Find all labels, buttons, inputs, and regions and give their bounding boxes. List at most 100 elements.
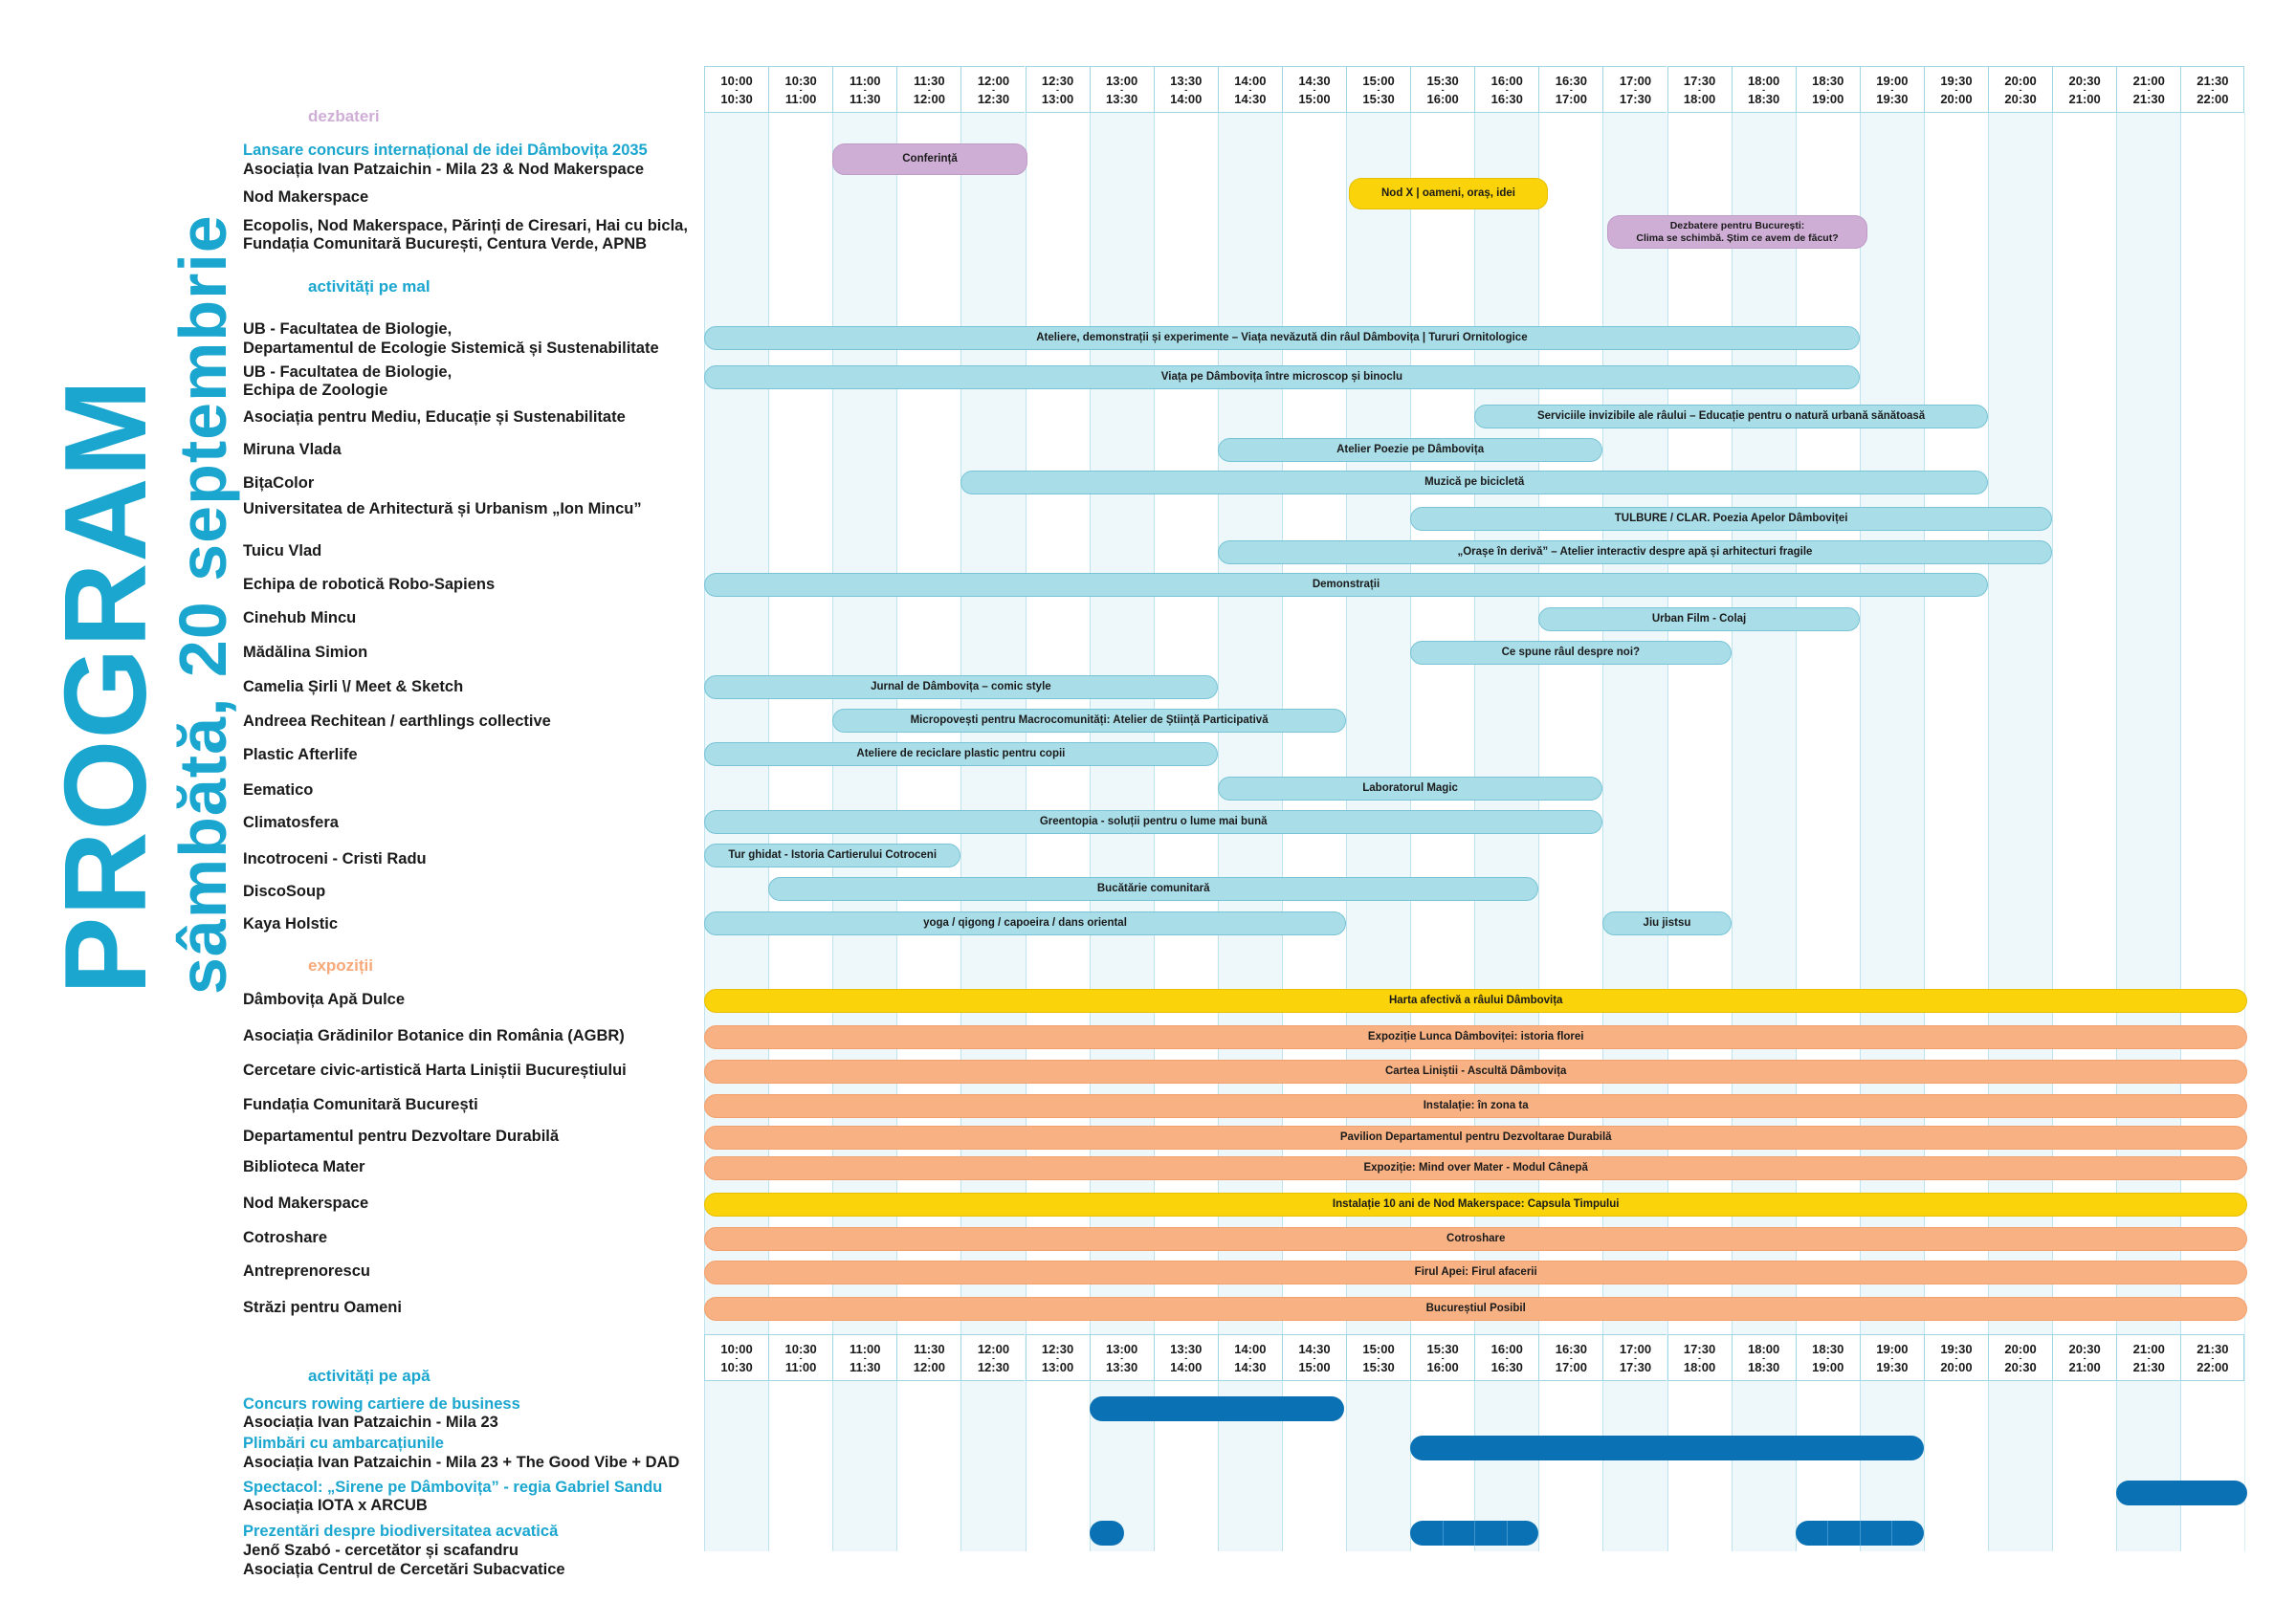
time-slot-header: 10:30-11:00 <box>768 66 833 113</box>
time-slot-dash: - <box>1890 1353 1894 1363</box>
mal-event-bar: Serviciile invizibile ale râului – Educa… <box>1474 405 1988 428</box>
time-slot-end: 20:30 <box>2004 1360 2037 1374</box>
mal-org-label: Camelia Șirli \/ Meet & Sketch <box>243 678 464 695</box>
time-slot-start: 13:00 <box>1106 74 1138 88</box>
time-slot-header: 11:00-11:30 <box>832 66 897 113</box>
time-slot-dash: - <box>927 1353 931 1363</box>
time-slot-end: 16:00 <box>1426 1360 1459 1374</box>
time-slot-end: 21:30 <box>2132 92 2165 106</box>
expozitie-event-bar: Bucureștiul Posibil <box>704 1297 2248 1321</box>
mal-event-bar-secondary: Jiu jistsu <box>1602 911 1732 935</box>
mal-org-label: Asociația pentru Mediu, Educație și Sust… <box>243 408 626 426</box>
time-slot-header: 18:00-18:30 <box>1731 1334 1796 1381</box>
time-slot-start: 20:30 <box>2068 74 2101 88</box>
expozitie-event-bar: Expoziție: Mind over Mater - Modul Cânep… <box>704 1156 2248 1180</box>
time-slot-start: 18:00 <box>1748 74 1780 88</box>
time-slot-header: 12:30-13:00 <box>1025 1334 1090 1381</box>
mal-org-label: Incotroceni - Cristi Radu <box>243 850 427 867</box>
time-slot-end: 18:30 <box>1748 1360 1780 1374</box>
expozitie-org-label: Biblioteca Mater <box>243 1158 365 1175</box>
time-slot-end: 18:00 <box>1683 92 1716 106</box>
program-date: sâmbătă, 20 septembrie <box>166 214 240 995</box>
mal-event-bar: Tur ghidat - Istoria Cartierului Cotroce… <box>704 844 961 867</box>
event-dezbatere-line2: Clima se schimbă. Știm ce avem de făcut? <box>1636 232 1839 244</box>
apa-org-1: Asociația Ivan Patzaichin - Mila 23 + Th… <box>243 1454 680 1471</box>
time-slot-dash: - <box>735 1353 739 1363</box>
time-slot-start: 13:30 <box>1170 74 1203 88</box>
time-slot-end: 18:30 <box>1748 92 1780 106</box>
apa-title-0: Concurs rowing cartiere de business <box>243 1395 520 1413</box>
time-slot-dash: - <box>1184 1353 1188 1363</box>
mal-event-bar: yoga / qigong / capoeira / dans oriental <box>704 911 1346 935</box>
apa-org-3a: Jenő Szabó - cercetător și scafandru <box>243 1542 519 1559</box>
time-slot-start: 21:30 <box>2197 74 2229 88</box>
time-slot-header: 12:00-12:30 <box>960 1334 1026 1381</box>
section-dezbateri: dezbateri <box>308 107 380 125</box>
mal-org-label: DiscoSoup <box>243 883 326 900</box>
time-slot-end: 13:00 <box>1041 92 1074 106</box>
time-slot-dash: - <box>927 85 931 95</box>
mal-org-label: Eematico <box>243 781 314 799</box>
time-slot-header: 10:00-10:30 <box>704 1334 769 1381</box>
expozitie-event-bar: Pavilion Departamentul pentru Dezvoltara… <box>704 1126 2248 1150</box>
water-bar-divider <box>1474 1521 1476 1546</box>
mal-org-label: Plastic Afterlife <box>243 746 358 763</box>
time-slot-end: 12:00 <box>913 1360 945 1374</box>
time-slot-start: 20:00 <box>2004 74 2037 88</box>
expozitie-org-label: Asociația Grădinilor Botanice din Români… <box>243 1027 625 1044</box>
time-slot-start: 17:30 <box>1683 1342 1716 1356</box>
mal-event-bar: Urban Film - Colaj <box>1538 607 1860 631</box>
water-activity-bar <box>1410 1436 1924 1460</box>
dezbateri-title-0: Lansare concurs internațional de idei Dâ… <box>243 142 648 159</box>
program-heading: PROGRAM <box>40 378 170 995</box>
time-slot-dash: - <box>1762 1353 1766 1363</box>
time-slot-start: 20:00 <box>2004 1342 2037 1356</box>
dezbateri-org-2a: Ecopolis, Nod Makerspace, Părinți de Cir… <box>243 217 688 234</box>
time-slot-start: 15:00 <box>1362 74 1395 88</box>
time-slot-header: 14:00-14:30 <box>1217 66 1282 113</box>
event-dezbatere: Dezbatere pentru București: Clima se sch… <box>1607 215 1867 249</box>
time-slot-dash: - <box>1954 1353 1958 1363</box>
time-slot-end: 19:30 <box>1876 1360 1909 1374</box>
time-slot-start: 13:30 <box>1170 1342 1203 1356</box>
time-slot-start: 16:30 <box>1555 1342 1587 1356</box>
time-slot-header: 12:00-12:30 <box>960 66 1026 113</box>
time-slot-header: 16:30-17:00 <box>1538 1334 1603 1381</box>
time-slot-dash: - <box>2147 85 2151 95</box>
time-slot-dash: - <box>1569 1353 1573 1363</box>
time-slot-end: 17:00 <box>1555 1360 1587 1374</box>
time-slot-dash: - <box>2019 85 2022 95</box>
time-slot-header: 21:30-22:00 <box>2180 1334 2245 1381</box>
time-slot-end: 14:00 <box>1170 1360 1203 1374</box>
time-slot-end: 11:30 <box>849 1360 881 1374</box>
time-slot-start: 11:00 <box>849 1342 881 1356</box>
time-slot-dash: - <box>1377 1353 1380 1363</box>
time-slot-dash: - <box>2083 85 2086 95</box>
time-slot-end: 14:30 <box>1234 1360 1267 1374</box>
time-slot-dash: - <box>863 85 867 95</box>
time-slot-start: 18:30 <box>1812 1342 1844 1356</box>
time-slot-header: 10:00-10:30 <box>704 66 769 113</box>
apa-org-2: Asociația IOTA x ARCUB <box>243 1497 428 1514</box>
time-slot-end: 17:30 <box>1619 92 1652 106</box>
expozitie-org-label: Fundația Comunitară București <box>243 1096 478 1113</box>
time-slot-end: 19:00 <box>1812 92 1844 106</box>
apa-title-2: Spectacol: „Sirene pe Dâmbovița” - regia… <box>243 1479 663 1496</box>
time-slot-start: 16:00 <box>1490 1342 1523 1356</box>
time-slot-end: 20:00 <box>1940 92 1973 106</box>
mal-event-bar: Ateliere, demonstrații și experimente – … <box>704 326 1860 350</box>
time-slot-end: 12:30 <box>977 92 1010 106</box>
time-slot-header: 16:00-16:30 <box>1474 1334 1539 1381</box>
time-slot-dash: - <box>1633 85 1637 95</box>
mal-event-bar: Muzică pe bicicletă <box>960 471 1988 494</box>
time-slot-end: 20:30 <box>2004 92 2037 106</box>
time-slot-start: 12:00 <box>977 74 1010 88</box>
apa-title-1: Plimbări cu ambarcațiunile <box>243 1435 444 1452</box>
time-slot-dash: - <box>991 1353 995 1363</box>
water-bar-divider <box>1891 1521 1893 1546</box>
time-slot-header: 20:00-20:30 <box>1988 1334 2053 1381</box>
time-slot-start: 17:30 <box>1683 74 1716 88</box>
time-slot-header: 21:00-21:30 <box>2116 1334 2181 1381</box>
section-expozitii: expoziții <box>308 956 374 975</box>
water-activity-bar <box>1089 1521 1124 1546</box>
